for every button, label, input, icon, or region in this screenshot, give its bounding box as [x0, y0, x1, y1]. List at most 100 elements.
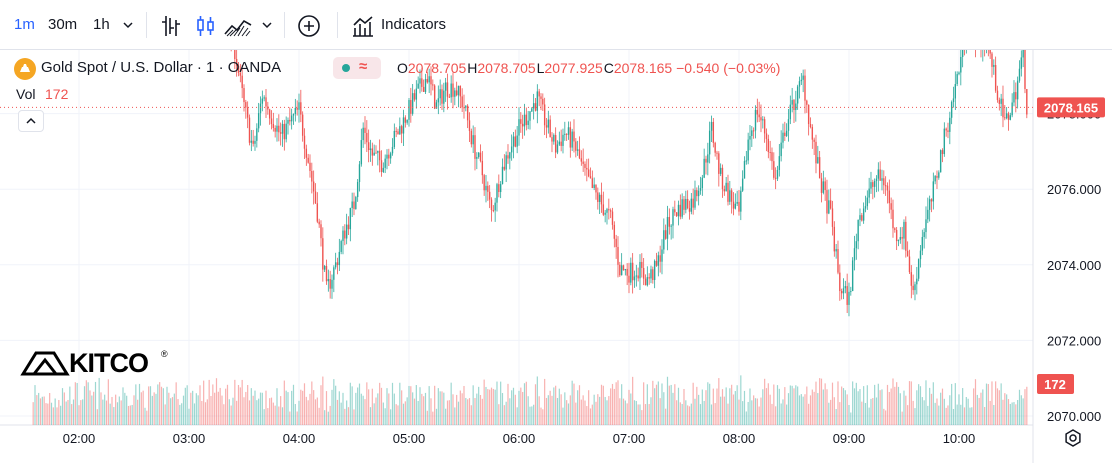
volume-bar [166, 386, 168, 425]
candle-body [677, 204, 680, 217]
candle-body [373, 152, 375, 156]
candle-body [930, 199, 933, 202]
volume-bar [696, 386, 698, 425]
candle-body [503, 166, 506, 170]
volume-bar [1024, 389, 1026, 425]
add-symbol-icon[interactable] [297, 14, 321, 38]
chevron-down-icon[interactable] [122, 20, 134, 30]
indicators-icon[interactable] [351, 14, 375, 38]
candle-body [448, 96, 451, 98]
volume-bar [291, 390, 293, 425]
candle-body [382, 167, 385, 172]
volume-bar [1018, 389, 1021, 425]
candle-body [796, 86, 799, 104]
volume-bar [908, 381, 911, 425]
candle-body [589, 176, 592, 179]
volume-bar [621, 384, 623, 425]
candle-body [840, 291, 843, 294]
volume-bar [329, 405, 331, 425]
volume-bar [292, 384, 295, 425]
volume-bar [892, 378, 894, 425]
volume-bar [826, 389, 828, 425]
candle-body [523, 114, 526, 127]
volume-bar [397, 405, 399, 425]
settings-icon[interactable] [1063, 428, 1083, 448]
volume-bar [287, 392, 289, 425]
volume-bar [47, 403, 49, 425]
volume-bar [276, 388, 278, 425]
volume-bar [604, 396, 606, 425]
volume-bar [723, 396, 725, 425]
volume-bar [41, 396, 43, 425]
candle-body [529, 111, 531, 121]
indicators-button[interactable]: Indicators [381, 16, 447, 33]
candle-body [870, 182, 872, 189]
volume-bar [699, 404, 702, 425]
volume-bar [201, 400, 203, 425]
candle-body [710, 121, 713, 131]
candle-body [323, 265, 326, 270]
candle-body [415, 88, 418, 100]
candle-body [279, 132, 282, 134]
collapse-legend-button[interactable] [18, 110, 44, 132]
candle-body [349, 207, 352, 230]
candle-body [932, 181, 935, 202]
candle-body [795, 103, 797, 111]
volume-bar [60, 405, 62, 425]
candle-body [615, 238, 617, 247]
candle-body [314, 191, 317, 204]
candle-body [811, 127, 814, 140]
volume-bar [578, 385, 581, 425]
volume-bar [311, 381, 313, 425]
volume-bar [435, 408, 438, 425]
volume-bar [324, 410, 326, 425]
candle-body [300, 102, 302, 115]
volume-bar [795, 385, 797, 425]
candle-body [993, 65, 995, 67]
interval-30m-button[interactable]: 30m [48, 16, 78, 33]
volume-bar [1007, 399, 1010, 425]
volume-bar [632, 376, 634, 425]
candle-body [336, 262, 339, 266]
bar-chart-type-icon[interactable] [160, 14, 182, 38]
candle-body [250, 140, 253, 143]
price-chart[interactable]: 2088.0002086.0002084.0002082.0002080.000… [0, 50, 1112, 463]
candle-body [652, 269, 654, 280]
candle-body [571, 131, 573, 148]
volume-bar [967, 398, 969, 425]
symbol-title[interactable]: Gold Spot / U.S. Dollar · 1 · OANDA [41, 59, 282, 76]
volume-bar [725, 387, 727, 425]
chevron-down-icon[interactable] [261, 20, 273, 30]
candle-body [578, 149, 581, 159]
candle-body [391, 146, 394, 154]
volume-bar [344, 408, 346, 425]
candle-body [831, 208, 834, 227]
volume-bar [478, 386, 480, 425]
kitco-logo-mark-icon [20, 351, 70, 376]
candle-body [307, 157, 309, 163]
candle-body [558, 141, 561, 145]
candle-body [411, 93, 414, 114]
volume-bar [294, 404, 296, 425]
candle-body [851, 260, 854, 292]
volume-bar [485, 386, 487, 425]
candle-body [767, 138, 770, 153]
volume-bar [322, 376, 324, 425]
candle-body [549, 119, 551, 138]
close-label: C [603, 60, 614, 76]
candlestick-chart-type-icon[interactable] [195, 14, 217, 38]
candle-body [296, 107, 298, 110]
candle-body [476, 156, 478, 159]
candle-body [525, 114, 528, 125]
volume-bar [619, 398, 621, 425]
volume-bar [212, 384, 214, 425]
y-tick-label: 2072.000 [1047, 333, 1101, 348]
interval-1m-button[interactable]: 1m [14, 16, 35, 33]
area-chart-type-icon[interactable] [224, 14, 252, 38]
candle-body [947, 130, 949, 132]
volume-bar [881, 389, 883, 425]
candle-body [939, 150, 942, 173]
interval-1h-button[interactable]: 1h [93, 16, 110, 33]
market-status-badge[interactable]: ≈ [333, 57, 381, 79]
candle-body [617, 246, 619, 265]
